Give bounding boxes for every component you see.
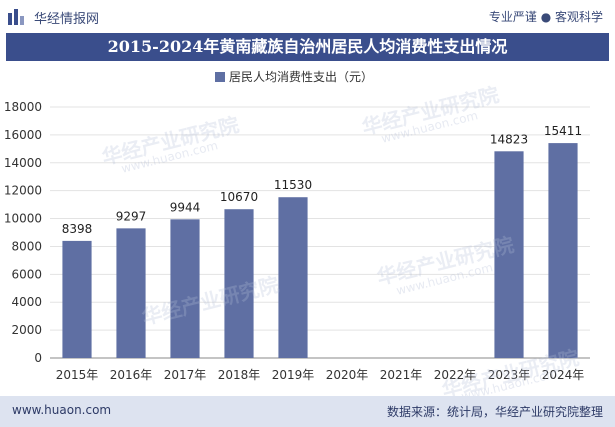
y-tick-label: 8000 xyxy=(11,239,42,253)
x-tick-label: 2016年 xyxy=(110,368,153,382)
top-bar: 华经情报网 专业严谨 ● 客观科学 xyxy=(0,0,615,32)
y-tick-label: 0 xyxy=(34,351,42,365)
bar xyxy=(116,228,146,358)
data-label: 14823 xyxy=(490,132,528,146)
y-tick-label: 10000 xyxy=(4,212,42,226)
x-tick-label: 2021年 xyxy=(380,368,423,382)
y-tick-label: 4000 xyxy=(11,295,42,309)
x-tick-label: 2024年 xyxy=(542,368,585,382)
x-tick-label: 2022年 xyxy=(434,368,477,382)
title-bar: 2015-2024年黄南藏族自治州居民人均消费性支出情况 xyxy=(6,33,609,61)
bar-chart: 0 2000 4000 6000 8000 10000 12000 14000 16000 180… xyxy=(4,70,590,382)
footer-source: 数据来源：统计局，华经产业研究院整理 xyxy=(386,405,603,419)
bar xyxy=(494,151,524,358)
y-tick-label: 2000 xyxy=(11,323,42,337)
x-tick-label: 2023年 xyxy=(488,368,531,382)
footer: www.huaon.com 数据来源：统计局，华经产业研究院整理 xyxy=(0,396,615,427)
x-tick-label: 2015年 xyxy=(56,368,99,382)
x-tick-label: 2020年 xyxy=(326,368,369,382)
slogan: 专业严谨 ● 客观科学 xyxy=(488,10,603,24)
bar xyxy=(278,197,308,358)
footer-website: www.huaon.com xyxy=(12,403,112,417)
bar xyxy=(62,240,92,358)
bar xyxy=(548,143,578,358)
logo-icon xyxy=(8,9,24,25)
data-label: 9297 xyxy=(116,209,147,223)
data-label: 9944 xyxy=(170,200,201,214)
bar xyxy=(170,219,200,358)
y-tick-label: 6000 xyxy=(11,267,42,281)
y-tick-label: 12000 xyxy=(4,184,42,198)
y-tick-label: 14000 xyxy=(4,156,42,170)
bar-series: 8398 9297 9944 10670 11530 14823 15411 xyxy=(62,124,582,358)
y-axis: 0 2000 4000 6000 8000 10000 12000 14000 16000 180… xyxy=(4,100,42,365)
y-tick-label: 16000 xyxy=(4,128,42,142)
data-label: 15411 xyxy=(544,124,582,138)
x-tick-label: 2018年 xyxy=(218,368,261,382)
bar xyxy=(224,209,254,358)
data-label: 8398 xyxy=(62,222,93,236)
data-label: 11530 xyxy=(274,178,312,192)
data-label: 10670 xyxy=(220,190,258,204)
x-tick-label: 2019年 xyxy=(272,368,315,382)
chart-title: 2015-2024年黄南藏族自治州居民人均消费性支出情况 xyxy=(107,37,508,56)
x-tick-label: 2017年 xyxy=(164,368,207,382)
x-axis: 2015年 2016年 2017年 2018年 2019年 2020年 2021年 2022年… xyxy=(56,368,585,382)
legend-label: 居民人均消费性支出（元） xyxy=(229,70,373,84)
brand-name: 华经情报网 xyxy=(34,12,100,27)
legend-swatch xyxy=(215,72,225,82)
legend: 居民人均消费性支出（元） xyxy=(215,70,373,84)
y-tick-label: 18000 xyxy=(4,100,42,114)
